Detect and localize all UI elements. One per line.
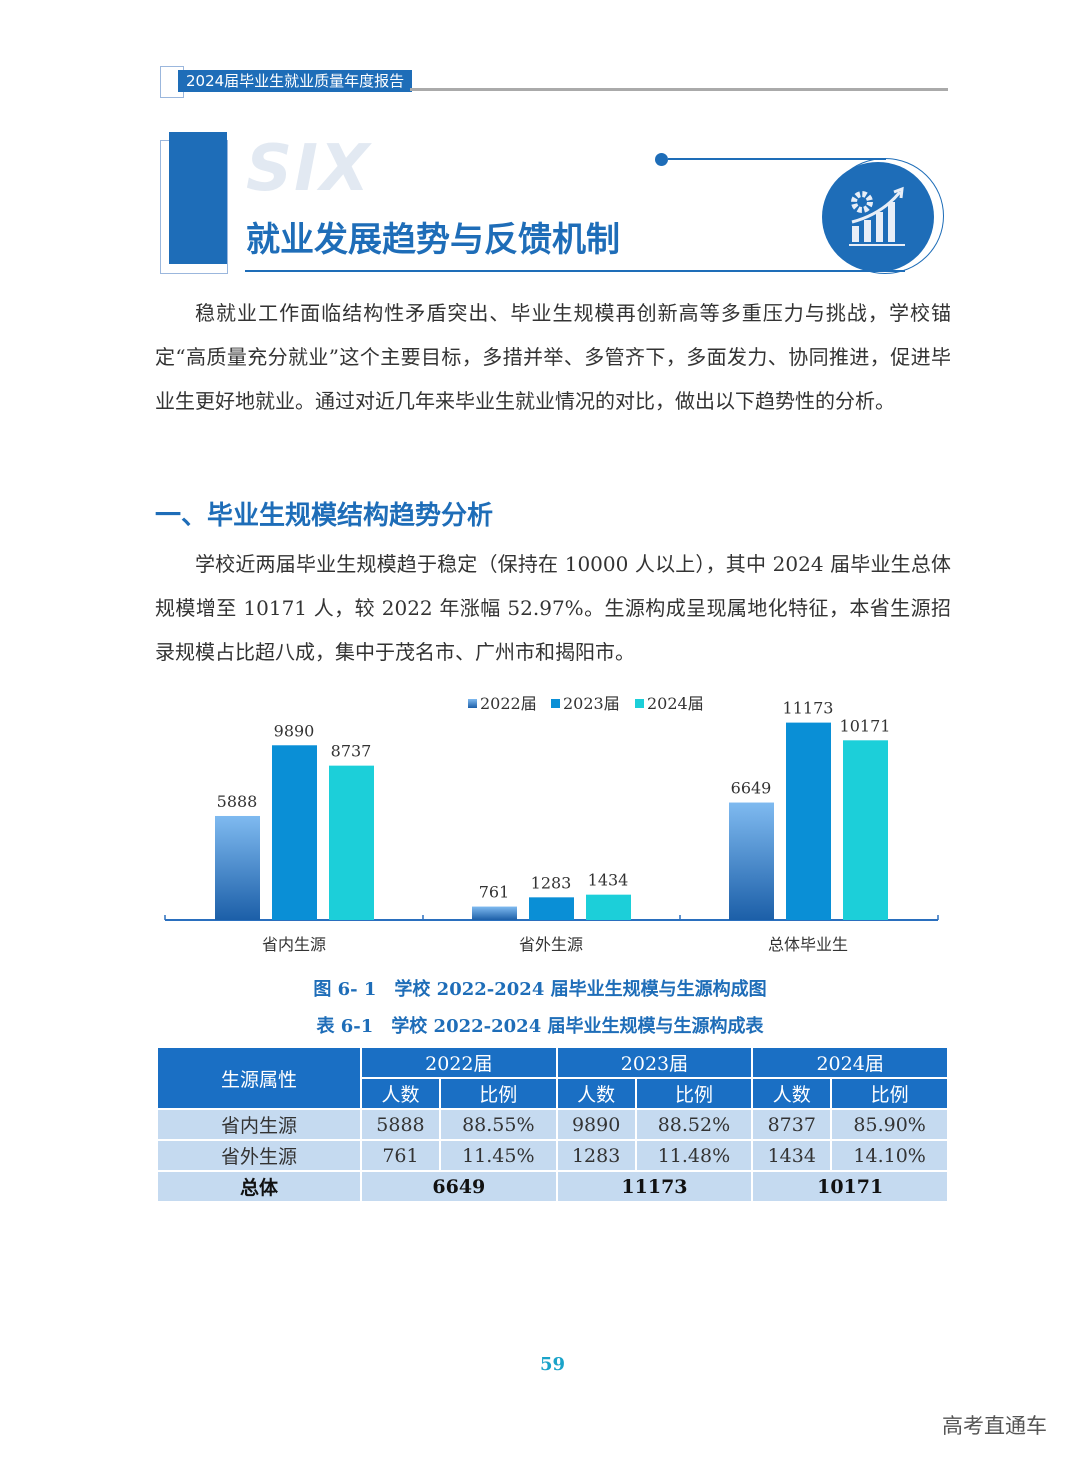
chapter-title: 就业发展趋势与反馈机制 [246, 220, 620, 260]
cell: 9890 [555, 1108, 637, 1141]
year-header: 2022届 [360, 1046, 558, 1079]
decor-dot [655, 153, 668, 166]
source-table: 生源属性 2022届 2023届 2024届 人数 比例 人数 比例 人数 比例 省内… [156, 1046, 949, 1203]
chapter-number-word: SIX [246, 132, 372, 206]
intro-paragraph: 稳就业工作面临结构性矛盾突出、毕业生规模再创新高等多重压力与挑战，学校锚定“高质… [155, 291, 951, 423]
data-label: 11173 [783, 699, 834, 718]
row-label: 省外生源 [156, 1139, 362, 1172]
data-label: 6649 [731, 779, 772, 798]
bar-2024届 [586, 894, 631, 920]
total-row: 总体 6649 11173 10171 [156, 1170, 949, 1203]
legend-swatch [551, 699, 560, 708]
data-label: 8737 [331, 742, 372, 761]
bar-2023届 [529, 897, 574, 920]
cell: 11.45% [438, 1139, 558, 1172]
section-paragraph: 学校近两届毕业生规模趋于稳定（保持在 10000 人以上），其中 2024 届毕… [155, 542, 951, 674]
cell: 5888 [360, 1108, 441, 1141]
cell: 6649 [360, 1170, 558, 1203]
bar-2023届 [272, 745, 317, 920]
cell: 8737 [751, 1108, 833, 1141]
section-heading: 一、毕业生规模结构趋势分析 [155, 501, 494, 531]
cell: 11.48% [634, 1139, 754, 1172]
data-label: 5888 [217, 792, 258, 811]
table-row: 省内生源 5888 88.55% 9890 88.52% 8737 85.90% [156, 1108, 949, 1141]
data-label: 10171 [840, 716, 891, 735]
bar-2024届 [329, 765, 374, 920]
cell: 761 [360, 1139, 441, 1172]
year-header: 2023届 [555, 1046, 754, 1079]
figure-caption: 图 6- 1 学校 2022-2024 届毕业生规模与生源构成图 [313, 979, 767, 1000]
row-header: 生源属性 [156, 1046, 362, 1110]
sub-header: 比例 [830, 1077, 949, 1110]
chapter-underline [245, 270, 905, 272]
data-label: 1283 [531, 873, 572, 892]
bar-2022届 [472, 906, 517, 920]
category-label: 省内生源 [262, 935, 326, 954]
legend-swatch [635, 699, 644, 708]
decor-line [668, 158, 886, 160]
cell: 10171 [751, 1170, 949, 1203]
data-label: 1434 [588, 871, 629, 890]
watermark: 高考直通车 [942, 1414, 1047, 1438]
chapter-block [169, 132, 227, 264]
cell: 11173 [555, 1170, 754, 1203]
cell: 1283 [555, 1139, 637, 1172]
section-text: 学校近两届毕业生规模趋于稳定（保持在 10000 人以上），其中 2024 届毕… [155, 552, 951, 664]
sub-header: 比例 [438, 1077, 558, 1110]
bar-2024届 [843, 740, 888, 920]
legend-label: 2023届 [563, 694, 620, 713]
header-rule [410, 88, 948, 91]
bar-2022届 [729, 802, 774, 920]
intro-text: 稳就业工作面临结构性矛盾突出、毕业生规模再创新高等多重压力与挑战，学校锚定“高质… [155, 301, 951, 413]
table-caption: 表 6-1 学校 2022-2024 届毕业生规模与生源构成表 [316, 1016, 764, 1037]
page-number: 59 [539, 1354, 566, 1375]
bar-2022届 [215, 815, 260, 920]
row-label: 省内生源 [156, 1108, 362, 1141]
sub-header: 比例 [634, 1077, 754, 1110]
cell: 88.55% [438, 1108, 558, 1141]
cell: 85.90% [830, 1108, 949, 1141]
gear-chart-growth-icon [822, 162, 934, 272]
sub-header: 人数 [555, 1077, 637, 1110]
legend-label: 2024届 [647, 694, 704, 713]
category-label: 总体毕业生 [768, 935, 848, 954]
cell: 14.10% [830, 1139, 949, 1172]
year-header: 2024届 [751, 1046, 949, 1079]
report-title: 2024届毕业生就业质量年度报告 [178, 70, 413, 92]
data-label: 761 [479, 883, 510, 902]
cell: 88.52% [634, 1108, 754, 1141]
cell: 1434 [751, 1139, 833, 1172]
data-label: 9890 [274, 721, 315, 740]
legend-label: 2022届 [480, 694, 537, 713]
table-row: 省外生源 761 11.45% 1283 11.48% 1434 14.10% [156, 1139, 949, 1172]
row-label: 总体 [156, 1170, 362, 1203]
sub-header: 人数 [360, 1077, 441, 1110]
category-label: 省外生源 [519, 935, 583, 954]
bar-2023届 [786, 722, 831, 920]
bar-chart: 省内生源 5888 9890 8737 省外生源 761 1283 1434 总体毕业生 6649… [164, 694, 939, 954]
sub-header: 人数 [751, 1077, 833, 1110]
legend-swatch [468, 699, 477, 708]
